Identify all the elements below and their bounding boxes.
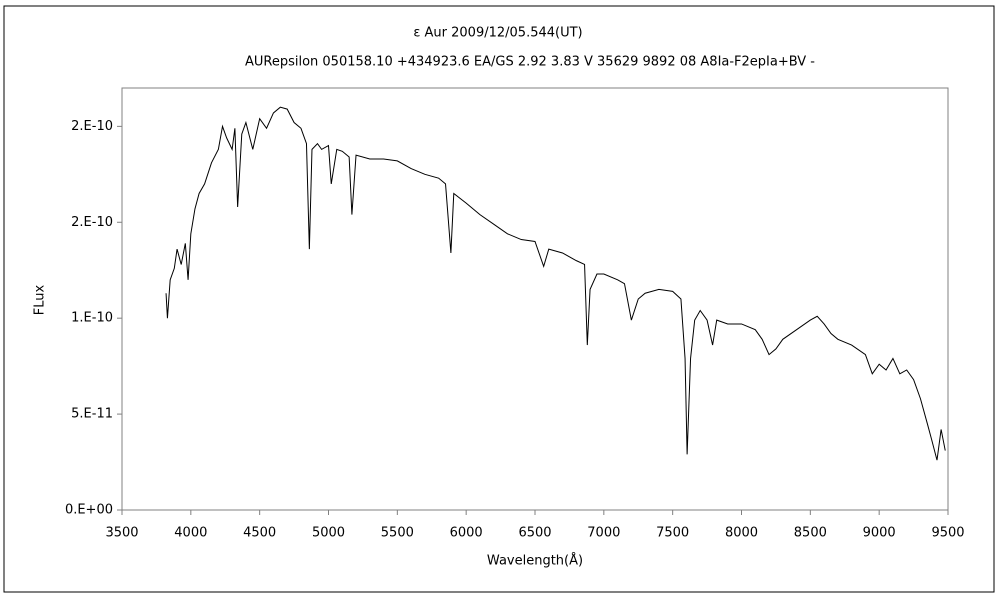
y-tick-label: 1.E-10	[71, 311, 113, 326]
x-tick-label: 5000	[312, 526, 345, 541]
y-axis-label: FLux	[33, 284, 48, 315]
x-tick-label: 9000	[863, 526, 896, 541]
frame	[3, 5, 995, 593]
y-tick-label: 0.E+00	[65, 503, 113, 518]
x-tick-label: 6000	[450, 526, 483, 541]
y-tick-label: 5.E-11	[71, 407, 113, 422]
x-tick-label: 7500	[656, 526, 689, 541]
x-tick-label: 7000	[587, 526, 620, 541]
x-tick-label: 8500	[794, 526, 827, 541]
chart-subtitle: AURepsilon 050158.10 +434923.6 EA/GS 2.9…	[245, 55, 815, 70]
x-tick-label: 8000	[725, 526, 758, 541]
x-tick-label: 5500	[381, 526, 414, 541]
x-tick-label: 3500	[105, 526, 138, 541]
y-tick-label: 2.E-10	[71, 215, 113, 230]
x-tick-label: 9500	[931, 526, 964, 541]
x-tick-label: 4500	[243, 526, 276, 541]
x-tick-label: 4000	[174, 526, 207, 541]
plot-area	[121, 87, 949, 511]
y-tick-label: 2.E-10	[71, 119, 113, 134]
spectrum-line	[165, 106, 946, 461]
chart-title: ε Aur 2009/12/05.544(UT)	[413, 26, 582, 41]
x-axis-label: Wavelength(Å)	[487, 553, 583, 569]
x-tick-label: 6500	[518, 526, 551, 541]
